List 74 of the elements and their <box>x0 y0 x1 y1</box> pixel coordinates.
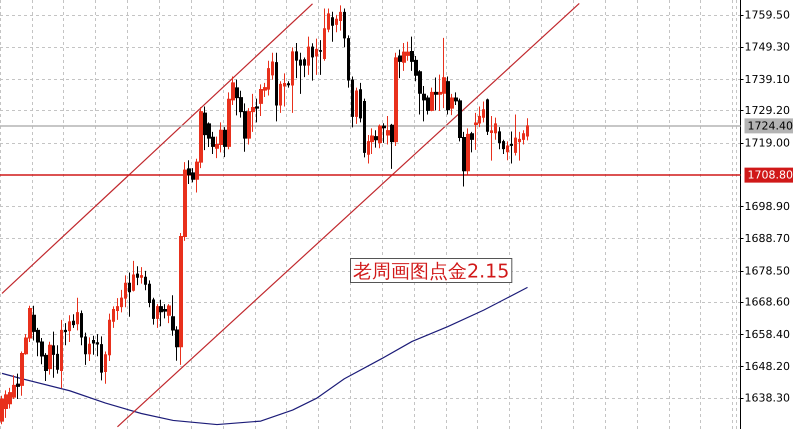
y-tick-label: 1759.50 <box>744 8 790 22</box>
y-tick-label: 1638.30 <box>744 392 790 405</box>
candlestick <box>315 38 318 76</box>
candlestick <box>187 160 191 184</box>
ref-line-label: 1724.40 <box>748 119 793 132</box>
y-tick-label: 1739.10 <box>744 72 790 86</box>
candlestick <box>100 336 103 381</box>
y-tick-label: 1678.50 <box>744 264 790 278</box>
candlestick <box>434 76 438 111</box>
candlestick <box>514 114 517 156</box>
candlestick <box>275 52 278 122</box>
candlestick <box>402 42 406 72</box>
candlestick <box>442 37 446 109</box>
candlestick <box>259 84 263 117</box>
candlestick <box>88 336 91 362</box>
candlestick <box>498 126 501 150</box>
candlestick <box>311 42 314 82</box>
candlestick <box>156 304 159 328</box>
line-series <box>1 286 528 426</box>
candlestick <box>16 373 20 400</box>
annotation: 老周画图点金2.15 <box>353 260 510 282</box>
candlestick <box>466 128 470 176</box>
candlestick <box>386 116 390 145</box>
candlestick <box>430 87 434 112</box>
y-tick-label: 1698.90 <box>744 200 790 213</box>
y-tick-label: 1648.20 <box>744 360 790 374</box>
y-tick-label: 1749.30 <box>744 40 790 54</box>
candlestick <box>390 123 394 170</box>
y-tick-label: 1729.20 <box>744 104 790 118</box>
candlestick <box>490 116 493 162</box>
candlestick <box>470 131 474 153</box>
y-tick-label: 1668.60 <box>744 296 790 309</box>
candlestick <box>48 341 52 376</box>
candlestick <box>510 131 513 164</box>
candlestick <box>394 52 398 147</box>
candlestick <box>307 36 310 76</box>
candlestick <box>331 11 334 42</box>
candlestick <box>132 260 135 292</box>
candlestick <box>450 93 454 116</box>
candlestick <box>291 46 294 114</box>
candlestick <box>287 80 290 88</box>
candlestick <box>526 118 529 141</box>
candlestick <box>64 322 67 346</box>
y-tick-label: 1658.40 <box>744 328 790 341</box>
candlestick <box>136 266 139 286</box>
candlestick <box>398 49 402 79</box>
candlestick <box>72 314 75 328</box>
y-tick-label: 1688.70 <box>744 232 790 246</box>
candlestick <box>60 319 63 389</box>
candlestick <box>128 272 131 318</box>
candlestick <box>68 314 71 343</box>
candlestick <box>223 126 227 158</box>
candlestick <box>482 100 485 123</box>
candlestick <box>159 299 163 327</box>
candlestick <box>506 140 509 161</box>
candlestick <box>92 335 95 356</box>
candlestick <box>235 79 239 116</box>
candlestick <box>52 331 55 378</box>
candlestick <box>76 297 79 331</box>
candlestick <box>486 98 489 136</box>
candlestick <box>378 124 382 149</box>
candlestick <box>319 40 322 76</box>
candlestick <box>374 130 378 148</box>
candlestick <box>203 106 207 151</box>
candlestick <box>140 266 143 284</box>
candlestick <box>255 98 259 123</box>
candlestick <box>382 122 386 144</box>
candlestick <box>446 76 450 115</box>
candlestick <box>167 304 171 324</box>
candlestick <box>355 87 358 124</box>
ref-line-label: 1708.80 <box>748 168 793 182</box>
candlestick <box>323 8 326 62</box>
candlestick <box>339 4 342 32</box>
y-tick-label: 1719.00 <box>744 136 790 150</box>
